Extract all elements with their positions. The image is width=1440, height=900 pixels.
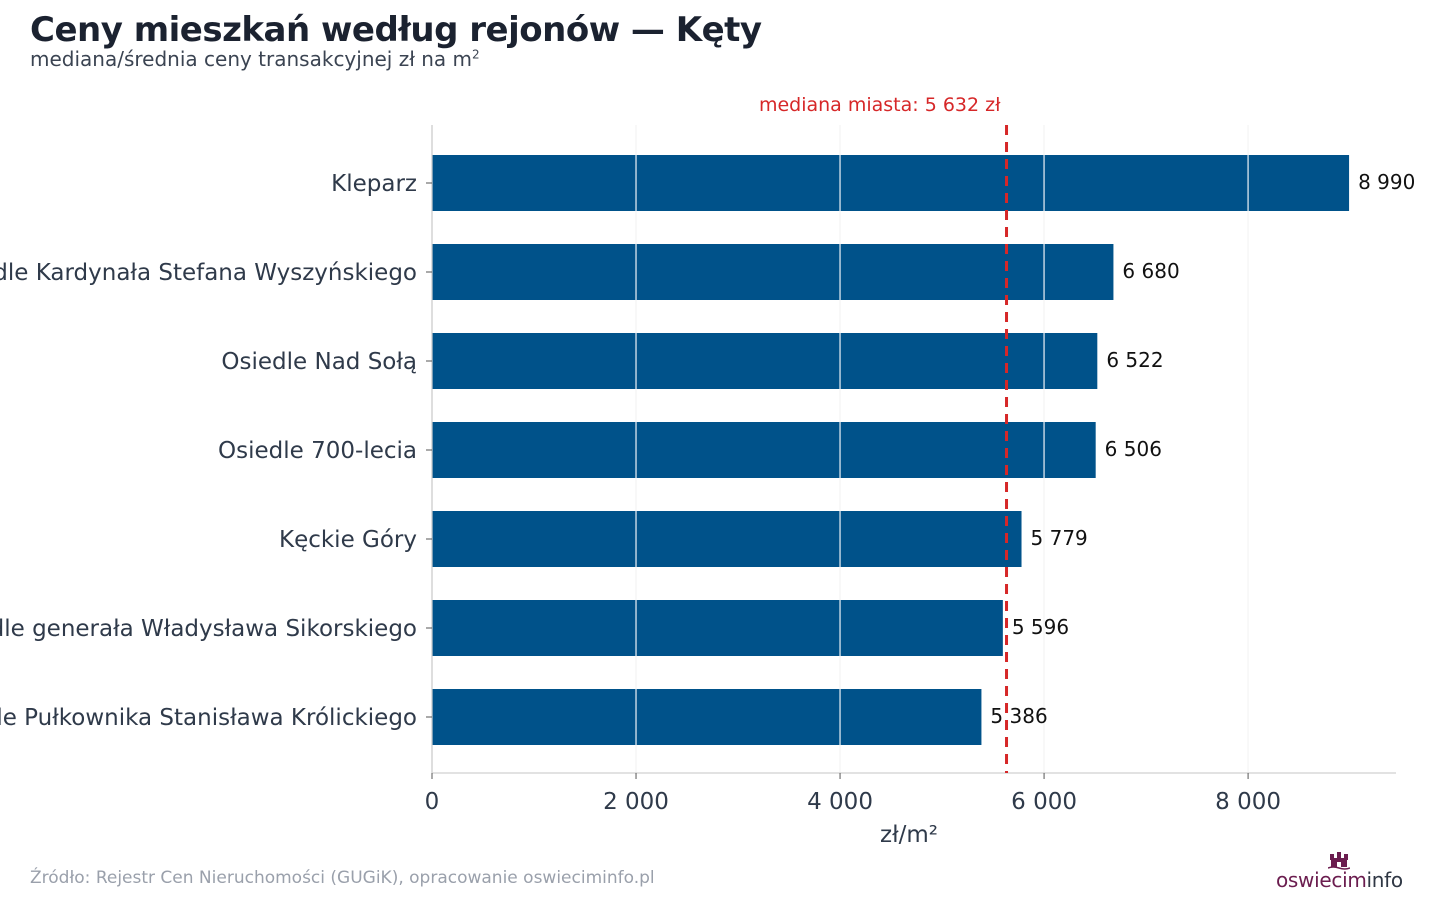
chart-subtitle: mediana/średnia ceny transakcyjnej zł na… — [30, 47, 480, 71]
source-footer: Źródło: Rejestr Cen Nieruchomości (GUGiK… — [30, 868, 655, 888]
brand-logo[interactable]: oswieciminfo — [1276, 852, 1416, 892]
subtitle-text: mediana/średnia ceny transakcyjnej zł na… — [30, 47, 473, 71]
bar-3 — [432, 333, 1098, 389]
bar-4 — [432, 422, 1096, 478]
x-tick-label: 0 — [425, 789, 440, 815]
bar-5 — [432, 511, 1022, 567]
category-label: Osiedle Kardynała Stefana Wyszyńskiego — [0, 260, 417, 286]
value-label: 6 522 — [1106, 348, 1163, 372]
bars — [432, 125, 1350, 773]
x-tick-label: 6 000 — [1011, 789, 1077, 815]
value-label: 5 386 — [990, 704, 1047, 728]
bar-7 — [432, 689, 982, 745]
bar-1 — [432, 155, 1350, 211]
category-label: Osiedle Pułkownika Stanisława Królickieg… — [0, 705, 417, 731]
bar-2 — [432, 244, 1114, 300]
category-label: Kęckie Góry — [279, 527, 417, 553]
x-tick-label: 4 000 — [807, 789, 873, 815]
labels: Kleparz 8 990 Osiedle Kardynała Stefana Wy… — [0, 94, 1415, 773]
subtitle-superscript: 2 — [472, 47, 480, 62]
chart-title: Ceny mieszkań według rejonów — Kęty — [30, 10, 762, 50]
bar-6 — [432, 600, 1003, 656]
castle-icon — [1328, 852, 1350, 870]
value-label: 5 779 — [1031, 526, 1088, 550]
value-label: 6 680 — [1122, 259, 1179, 283]
category-label: Kleparz — [331, 171, 417, 197]
value-label: 5 596 — [1012, 615, 1069, 639]
x-tick-label: 2 000 — [603, 789, 669, 815]
logo-text: oswieciminfo — [1276, 868, 1403, 892]
value-label: 6 506 — [1105, 437, 1162, 461]
median-label: mediana miasta: 5 632 zł — [759, 94, 1001, 116]
value-label: 8 990 — [1358, 170, 1415, 194]
x-axis-label: zł/m² — [880, 822, 938, 848]
x-tick-label: 8 000 — [1215, 789, 1281, 815]
category-label: Osiedle Nad Sołą — [221, 349, 417, 375]
category-label: Osiedle generała Władysława Sikorskiego — [0, 616, 417, 642]
axes: 0 2 000 4 000 6 000 8 000 zł/m² — [425, 125, 1396, 848]
category-label: Osiedle 700-lecia — [218, 438, 417, 464]
